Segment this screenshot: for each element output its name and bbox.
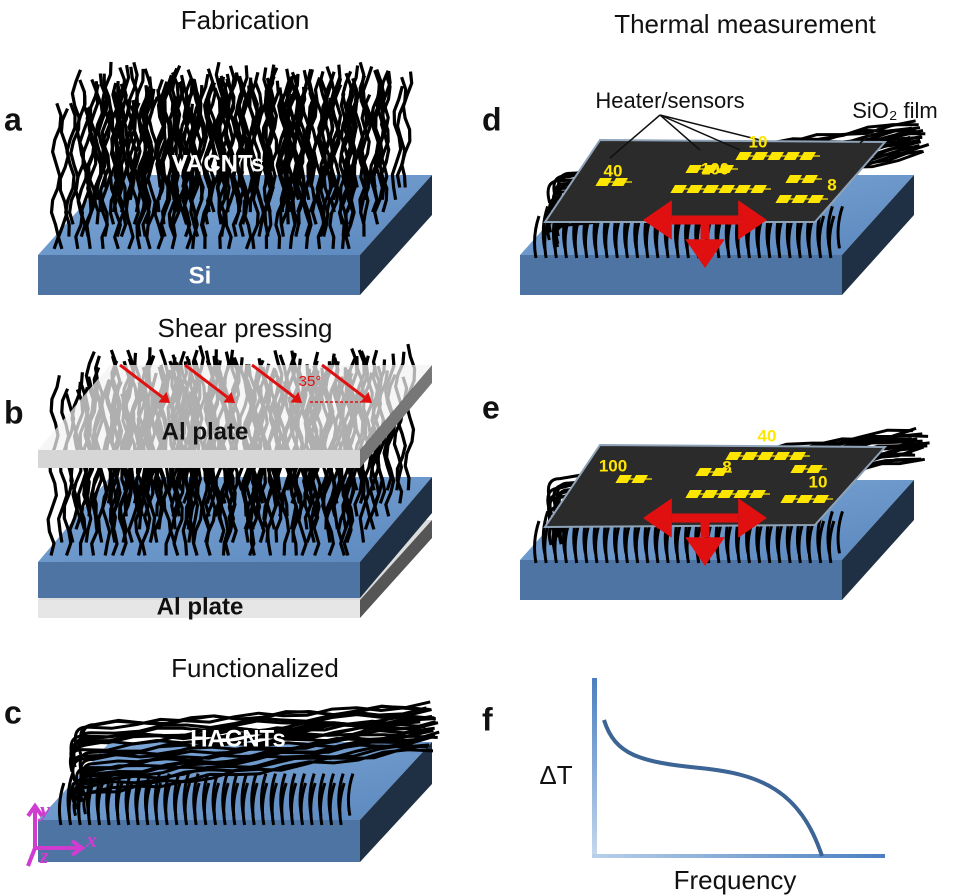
al-plate-front xyxy=(38,450,360,468)
panel-letter: e xyxy=(482,389,500,425)
drawing xyxy=(28,62,930,866)
substrate-front xyxy=(520,560,842,600)
label: z xyxy=(39,843,49,868)
label: 8 xyxy=(827,175,836,194)
panel-letter: f xyxy=(482,701,493,737)
label: VACNTs xyxy=(172,150,264,177)
label: Frequency xyxy=(674,865,797,895)
label: x xyxy=(85,827,97,852)
panel-letter: c xyxy=(4,694,22,730)
label: 8 xyxy=(722,457,731,476)
heading: Shear pressing xyxy=(158,313,333,343)
heading: Functionalized xyxy=(171,653,339,683)
nanotube xyxy=(52,103,61,249)
panel-letter: b xyxy=(4,394,24,430)
label: 35° xyxy=(299,373,322,390)
label: 40 xyxy=(604,161,623,180)
label: Al plate xyxy=(162,418,249,445)
panel-letter: d xyxy=(482,101,502,137)
label: 40 xyxy=(758,426,777,445)
heading: Thermal measurement xyxy=(614,9,876,39)
label: SiO₂ film xyxy=(852,98,938,123)
label: HACNTs xyxy=(190,725,286,752)
label: 100 xyxy=(701,159,729,178)
label: Si xyxy=(189,262,212,289)
label: 10 xyxy=(809,472,828,491)
heading: Fabrication xyxy=(181,5,310,35)
label: 100 xyxy=(599,456,627,475)
label: Heater/sensors xyxy=(595,88,744,113)
response-curve xyxy=(604,720,822,856)
panel-letter: a xyxy=(4,101,22,137)
label: 10 xyxy=(749,132,768,151)
figure: Fabrication Thermal measurement Shear pr… xyxy=(0,0,969,896)
y-axis xyxy=(592,678,597,858)
substrate-front xyxy=(520,255,842,295)
label: ΔT xyxy=(539,760,572,790)
label: Al plate xyxy=(157,593,244,620)
x-axis xyxy=(592,854,885,858)
